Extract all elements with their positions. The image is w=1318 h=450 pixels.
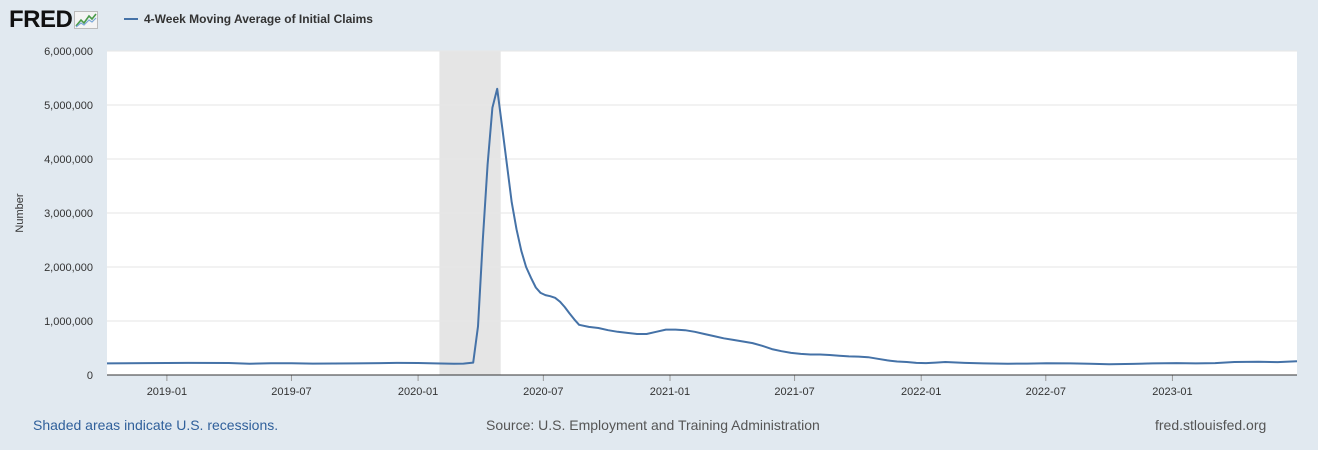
y-tick-label: 0 bbox=[87, 370, 93, 382]
y-tick-label: 4,000,000 bbox=[44, 154, 93, 166]
x-tick-label: 2023-01 bbox=[1152, 386, 1192, 398]
legend-swatch bbox=[124, 18, 138, 20]
y-tick-label: 2,000,000 bbox=[44, 262, 93, 274]
y-tick-label: 3,000,000 bbox=[44, 208, 93, 220]
x-axis-ticks: 2019-01 2019-07 2020-01 2020-07 2021-01 2021-… bbox=[147, 375, 1193, 398]
x-tick-label: 2020-07 bbox=[523, 386, 563, 398]
x-tick-label: 2020-01 bbox=[398, 386, 438, 398]
fred-logo-text: FRED bbox=[9, 6, 73, 33]
fred-graph-icon bbox=[74, 11, 99, 29]
x-tick-label: 2019-01 bbox=[147, 386, 187, 398]
x-tick-label: 2021-07 bbox=[774, 386, 814, 398]
y-axis-label: Number bbox=[14, 193, 26, 232]
series-line-0[interactable] bbox=[106, 87, 1298, 366]
x-tick-label: 2022-07 bbox=[1026, 386, 1066, 398]
y-axis-ticks: 0 1,000,000 2,000,000 3,000,000 4,000,000 5,0… bbox=[44, 46, 93, 382]
y-tick-label: 1,000,000 bbox=[44, 316, 93, 328]
recession-note[interactable]: Shaded areas indicate U.S. recessions. bbox=[33, 417, 279, 433]
line-chart: 0 1,000,000 2,000,000 3,000,000 4,000,000 5,0… bbox=[14, 46, 1298, 398]
x-tick-label: 2022-01 bbox=[901, 386, 941, 398]
y-tick-label: 5,000,000 bbox=[44, 100, 93, 112]
gridlines bbox=[107, 50, 1297, 322]
x-tick-label: 2019-07 bbox=[271, 386, 311, 398]
legend: 4-Week Moving Average of Initial Claims bbox=[124, 12, 373, 26]
fred-logo[interactable]: FRED bbox=[9, 6, 99, 33]
chart-header: FRED 4-Week Moving Average of Initial Cl… bbox=[0, 0, 1318, 40]
x-tick-label: 2021-01 bbox=[650, 386, 690, 398]
legend-label: 4-Week Moving Average of Initial Claims bbox=[144, 12, 373, 26]
source-note[interactable]: Source: U.S. Employment and Training Adm… bbox=[486, 417, 820, 433]
y-tick-label: 6,000,000 bbox=[44, 46, 93, 58]
series-layer bbox=[106, 87, 1298, 366]
site-link[interactable]: fred.stlouisfed.org bbox=[1155, 417, 1267, 433]
